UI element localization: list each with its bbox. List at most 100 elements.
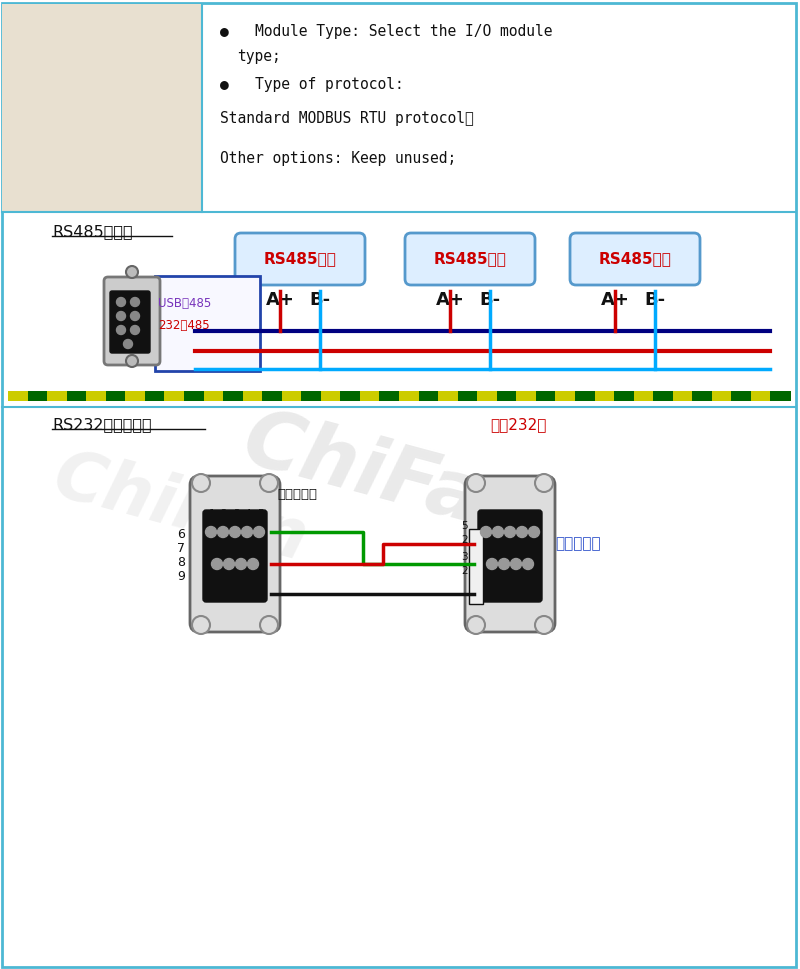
FancyBboxPatch shape bbox=[145, 391, 165, 401]
FancyBboxPatch shape bbox=[27, 391, 48, 401]
FancyBboxPatch shape bbox=[8, 391, 28, 401]
Circle shape bbox=[254, 526, 265, 538]
FancyBboxPatch shape bbox=[104, 277, 160, 365]
Circle shape bbox=[206, 526, 217, 538]
Text: 电脑端接口: 电脑端接口 bbox=[277, 487, 317, 501]
Text: B-: B- bbox=[645, 291, 666, 309]
Text: 2: 2 bbox=[462, 566, 468, 576]
Text: ChiFan: ChiFan bbox=[46, 443, 314, 575]
FancyBboxPatch shape bbox=[379, 391, 399, 401]
Circle shape bbox=[223, 558, 234, 570]
Text: 4: 4 bbox=[245, 509, 251, 519]
Text: RS485接线图: RS485接线图 bbox=[52, 224, 133, 239]
Text: 5: 5 bbox=[257, 509, 263, 519]
Circle shape bbox=[126, 266, 138, 278]
FancyBboxPatch shape bbox=[751, 391, 771, 401]
Text: Other options: Keep unused;: Other options: Keep unused; bbox=[220, 151, 456, 166]
Circle shape bbox=[117, 326, 126, 334]
Text: B-: B- bbox=[479, 291, 501, 309]
FancyBboxPatch shape bbox=[302, 391, 322, 401]
Circle shape bbox=[529, 526, 539, 538]
Text: 3: 3 bbox=[233, 509, 239, 519]
FancyBboxPatch shape bbox=[203, 391, 223, 401]
Circle shape bbox=[218, 526, 229, 538]
Circle shape bbox=[517, 526, 527, 538]
Circle shape bbox=[493, 526, 503, 538]
FancyBboxPatch shape bbox=[477, 391, 498, 401]
Text: ●   Type of protocol:: ● Type of protocol: bbox=[220, 77, 404, 92]
Circle shape bbox=[242, 526, 253, 538]
Text: 5: 5 bbox=[462, 521, 468, 531]
FancyBboxPatch shape bbox=[594, 391, 614, 401]
FancyBboxPatch shape bbox=[692, 391, 712, 401]
Text: A+: A+ bbox=[435, 291, 465, 309]
Text: ChiFan: ChiFan bbox=[234, 402, 546, 555]
FancyBboxPatch shape bbox=[203, 510, 267, 602]
FancyBboxPatch shape bbox=[712, 391, 732, 401]
FancyBboxPatch shape bbox=[399, 391, 419, 401]
Text: 2: 2 bbox=[462, 535, 468, 545]
Circle shape bbox=[117, 311, 126, 321]
Circle shape bbox=[117, 297, 126, 306]
Circle shape bbox=[130, 326, 139, 334]
Text: 9: 9 bbox=[177, 570, 185, 582]
Text: 1: 1 bbox=[209, 509, 215, 519]
FancyBboxPatch shape bbox=[2, 3, 796, 967]
Text: 232转485: 232转485 bbox=[158, 319, 210, 332]
FancyBboxPatch shape bbox=[575, 391, 595, 401]
Text: B-: B- bbox=[310, 291, 330, 309]
Circle shape bbox=[260, 474, 278, 492]
FancyBboxPatch shape bbox=[497, 391, 517, 401]
FancyBboxPatch shape bbox=[516, 391, 536, 401]
FancyBboxPatch shape bbox=[321, 391, 341, 401]
Circle shape bbox=[123, 339, 133, 349]
FancyBboxPatch shape bbox=[340, 391, 361, 401]
FancyBboxPatch shape bbox=[155, 276, 260, 371]
FancyBboxPatch shape bbox=[106, 391, 126, 401]
FancyBboxPatch shape bbox=[282, 391, 302, 401]
Circle shape bbox=[535, 474, 553, 492]
Text: A+: A+ bbox=[601, 291, 630, 309]
FancyBboxPatch shape bbox=[405, 233, 535, 285]
FancyBboxPatch shape bbox=[570, 233, 700, 285]
FancyBboxPatch shape bbox=[614, 391, 634, 401]
FancyBboxPatch shape bbox=[555, 391, 575, 401]
FancyBboxPatch shape bbox=[770, 391, 790, 401]
Text: 6: 6 bbox=[177, 527, 185, 541]
FancyBboxPatch shape bbox=[165, 391, 185, 401]
Text: 交叉线串口: 交叉线串口 bbox=[555, 537, 601, 551]
Circle shape bbox=[505, 526, 515, 538]
Text: A+: A+ bbox=[266, 291, 294, 309]
FancyBboxPatch shape bbox=[86, 391, 106, 401]
FancyBboxPatch shape bbox=[465, 476, 555, 632]
Text: USB转485: USB转485 bbox=[158, 297, 211, 310]
Circle shape bbox=[126, 355, 138, 367]
Circle shape bbox=[192, 474, 210, 492]
FancyBboxPatch shape bbox=[66, 391, 86, 401]
FancyBboxPatch shape bbox=[478, 510, 542, 602]
FancyBboxPatch shape bbox=[242, 391, 262, 401]
Circle shape bbox=[192, 616, 210, 634]
Circle shape bbox=[260, 616, 278, 634]
FancyBboxPatch shape bbox=[110, 291, 150, 353]
FancyBboxPatch shape bbox=[469, 529, 483, 604]
Text: 2: 2 bbox=[221, 509, 227, 519]
Text: RS485模块: RS485模块 bbox=[263, 252, 337, 266]
FancyBboxPatch shape bbox=[190, 476, 280, 632]
FancyBboxPatch shape bbox=[126, 391, 146, 401]
Circle shape bbox=[522, 558, 534, 570]
Circle shape bbox=[467, 616, 485, 634]
Circle shape bbox=[230, 526, 241, 538]
Circle shape bbox=[510, 558, 522, 570]
Circle shape bbox=[467, 474, 485, 492]
FancyBboxPatch shape bbox=[262, 391, 282, 401]
Circle shape bbox=[498, 558, 510, 570]
Circle shape bbox=[481, 526, 491, 538]
FancyBboxPatch shape bbox=[653, 391, 673, 401]
Text: 3: 3 bbox=[462, 552, 468, 562]
Text: RS485模块: RS485模块 bbox=[434, 252, 506, 266]
FancyBboxPatch shape bbox=[184, 391, 204, 401]
FancyBboxPatch shape bbox=[634, 391, 654, 401]
Text: RS485模块: RS485模块 bbox=[598, 252, 671, 266]
Circle shape bbox=[486, 558, 498, 570]
